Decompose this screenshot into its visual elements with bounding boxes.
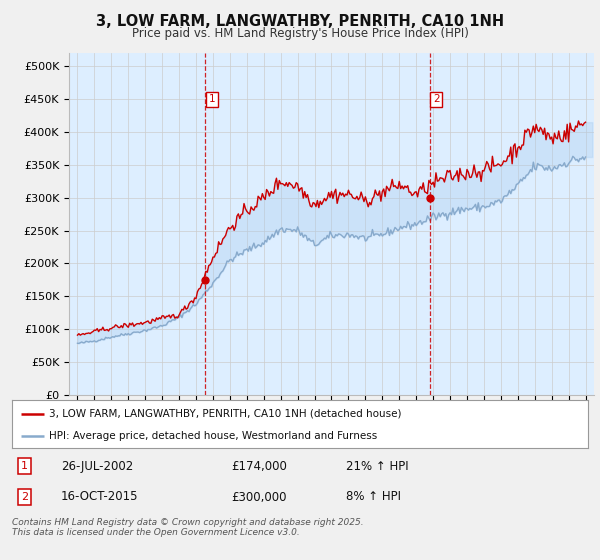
Text: £174,000: £174,000: [231, 460, 287, 473]
Text: 1: 1: [209, 94, 215, 104]
Text: 21% ↑ HPI: 21% ↑ HPI: [346, 460, 409, 473]
Text: 26-JUL-2002: 26-JUL-2002: [61, 460, 133, 473]
Text: Price paid vs. HM Land Registry's House Price Index (HPI): Price paid vs. HM Land Registry's House …: [131, 27, 469, 40]
Text: 16-OCT-2015: 16-OCT-2015: [61, 491, 139, 503]
Text: Contains HM Land Registry data © Crown copyright and database right 2025.
This d: Contains HM Land Registry data © Crown c…: [12, 518, 364, 538]
Text: HPI: Average price, detached house, Westmorland and Furness: HPI: Average price, detached house, West…: [49, 431, 377, 441]
Text: 2: 2: [433, 94, 440, 104]
Text: £300,000: £300,000: [231, 491, 286, 503]
Text: 3, LOW FARM, LANGWATHBY, PENRITH, CA10 1NH (detached house): 3, LOW FARM, LANGWATHBY, PENRITH, CA10 1…: [49, 409, 402, 419]
Text: 1: 1: [20, 461, 28, 471]
Text: 8% ↑ HPI: 8% ↑ HPI: [346, 491, 401, 503]
Text: 2: 2: [20, 492, 28, 502]
Text: 3, LOW FARM, LANGWATHBY, PENRITH, CA10 1NH: 3, LOW FARM, LANGWATHBY, PENRITH, CA10 1…: [96, 14, 504, 29]
